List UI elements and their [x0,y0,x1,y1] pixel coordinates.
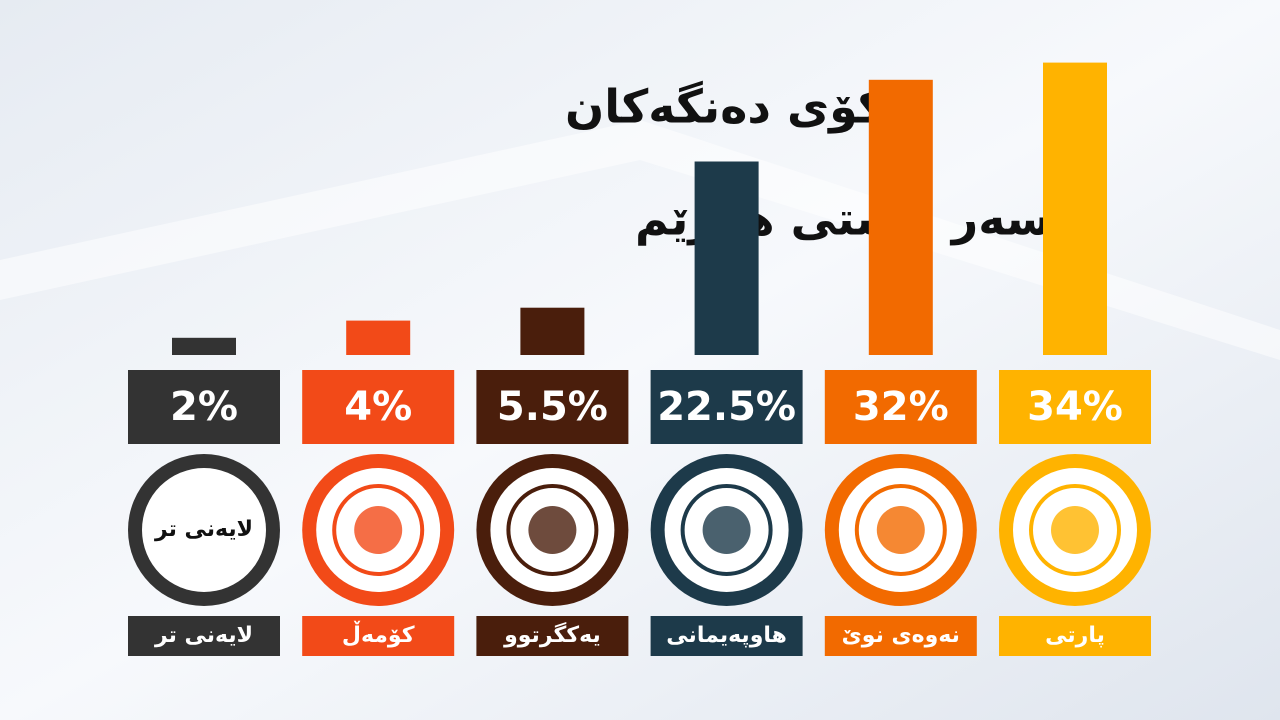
value-box [302,370,455,444]
bar [694,161,759,355]
logo-emblem [506,484,599,576]
logo-emblem [1051,506,1099,554]
logo-inner [142,468,266,592]
bar [520,307,585,355]
bar [868,79,933,356]
logo-emblem [528,506,577,554]
value-box [128,370,280,444]
chart-title: کۆی دەنگەکان [565,80,885,134]
bar [346,320,411,355]
name-box [476,616,629,656]
value-box [650,370,803,444]
logo-emblem [680,484,773,576]
name-box [302,616,455,656]
value-label: 5.5% [497,384,608,430]
category-label: نەوەی نوێ [842,623,960,648]
value-label: 2% [170,384,238,430]
name-box [824,616,977,656]
logo-emblem [854,484,947,576]
logo-emblem [876,506,925,554]
name-box [999,616,1151,656]
name-box [128,616,280,656]
logo-emblem [354,506,403,554]
logo-text: لایەنی تر [154,517,253,542]
category-label: کۆمەڵ [342,620,415,648]
background-shape [0,120,1280,360]
category-label: لایەنی تر [154,623,253,648]
bar [1043,62,1107,355]
value-label: 34% [1027,384,1123,430]
category-label: پارتی [1045,623,1105,648]
value-label: 4% [344,384,412,430]
logo-emblem [1029,484,1121,576]
name-box [650,616,803,656]
category-label: هاوپەیمانی [666,623,787,648]
bar [172,337,236,355]
value-box [999,370,1151,444]
logo-emblem [332,484,425,576]
category-label: یەکگرتوو [503,621,601,648]
value-box [824,370,977,444]
value-label: 32% [853,384,949,430]
value-box [476,370,629,444]
logo-emblem [702,506,751,554]
value-label: 22.5% [657,384,796,430]
